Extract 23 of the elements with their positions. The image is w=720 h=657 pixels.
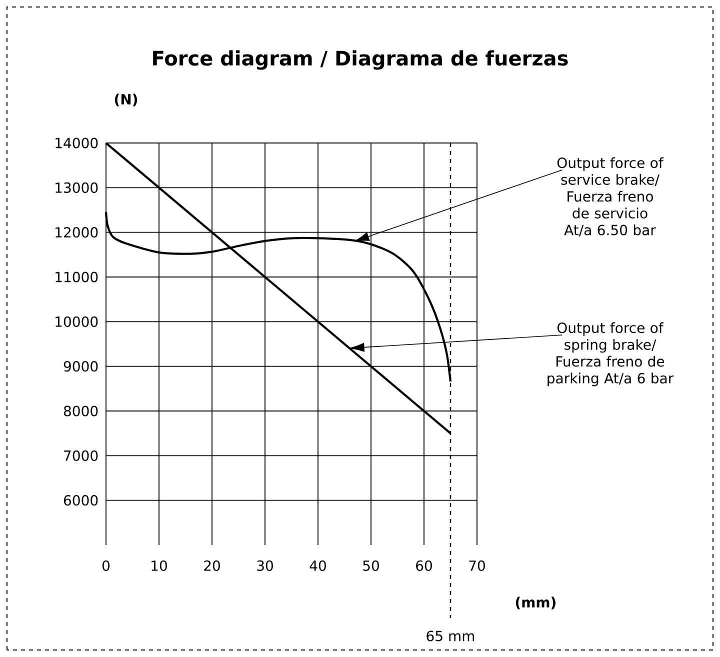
text: Output force of spring brake/ Fuerza freno de parking At/a 6 bar xyxy=(548,322,674,386)
y-tick-label: 7000 xyxy=(64,450,98,461)
y-tick-label: 6000 xyxy=(64,495,98,506)
x-tick-label: 70 xyxy=(469,560,485,571)
y-tick-label: 9000 xyxy=(64,361,98,372)
y-axis-title: (N) xyxy=(114,94,138,106)
x-tick-label: 50 xyxy=(363,560,379,571)
chart-title: Force diagram / Diagrama de fuerzas xyxy=(153,50,568,70)
x-tick-label: 10 xyxy=(152,560,167,571)
y-tick-label: 12000 xyxy=(56,227,98,238)
y-tick-label: 13000 xyxy=(56,182,98,193)
x-tick-label: 20 xyxy=(204,560,220,571)
x-axis-title: (mm) xyxy=(516,596,556,610)
text: Output force of service brake/ Fuerza freno de servicio At/a 6.50 bar xyxy=(557,157,664,236)
y-tick-label: 8000 xyxy=(64,406,98,416)
x-tick-label: 60 xyxy=(416,560,432,571)
x-tick-label: 0 xyxy=(102,560,110,571)
y-tick-label: 10000 xyxy=(56,316,98,327)
x-tick-label: 30 xyxy=(257,560,273,571)
y-tick-label: 11000 xyxy=(56,272,98,282)
ref-line-label: 65 mm xyxy=(426,630,474,642)
x-tick-label: 40 xyxy=(310,560,326,571)
y-tick-label: 14000 xyxy=(56,138,98,148)
